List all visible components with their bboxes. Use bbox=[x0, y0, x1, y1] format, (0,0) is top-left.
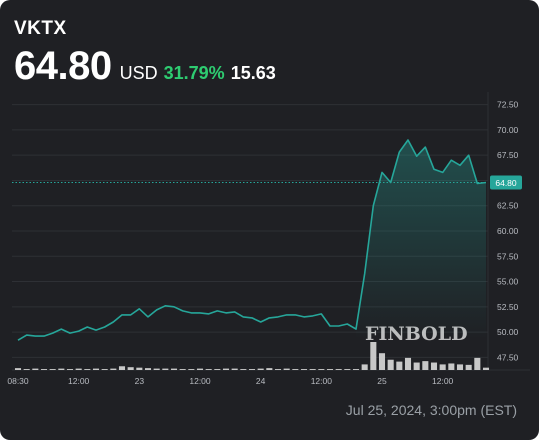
volume-bar bbox=[205, 369, 212, 370]
x-tick-label: 25 bbox=[377, 376, 387, 386]
volume-bar bbox=[326, 369, 334, 370]
volume-bar bbox=[75, 368, 82, 370]
y-tick-label: 55.00 bbox=[497, 277, 519, 287]
volume-bar bbox=[335, 369, 342, 370]
volume-bar bbox=[32, 368, 39, 370]
volume-bar bbox=[240, 369, 247, 370]
y-tick-label: 72.50 bbox=[497, 100, 519, 110]
last-price-tag bbox=[490, 175, 522, 190]
last-price-tag-label: 64.80 bbox=[495, 178, 517, 188]
volume-bar bbox=[170, 368, 178, 370]
y-tick-label: 67.50 bbox=[497, 150, 519, 160]
volume-bar bbox=[387, 359, 394, 370]
volume-bar bbox=[118, 366, 126, 370]
y-tick-label: 60.00 bbox=[497, 226, 519, 236]
volume-bar bbox=[448, 363, 455, 370]
last-price: 64.80 bbox=[14, 44, 112, 88]
volume-bar bbox=[84, 369, 91, 370]
price-line bbox=[17, 139, 487, 341]
x-tick-label: 12:00 bbox=[432, 376, 454, 386]
volume-bar bbox=[66, 369, 74, 370]
volume-bar bbox=[40, 369, 48, 370]
volume-bar bbox=[283, 368, 290, 370]
volume-bar bbox=[222, 368, 230, 370]
volume-bar bbox=[23, 369, 30, 370]
volume-bar bbox=[92, 368, 100, 370]
volume-bar bbox=[318, 369, 325, 370]
volume-bar bbox=[474, 357, 481, 370]
volume-bar bbox=[101, 369, 108, 370]
y-tick-label: 62.50 bbox=[497, 201, 519, 211]
volume-bar bbox=[352, 369, 360, 370]
change-percent: 31.79% bbox=[163, 63, 225, 83]
y-tick-label: 50.00 bbox=[497, 327, 519, 337]
volume-bar bbox=[292, 369, 299, 370]
volume-bar bbox=[248, 369, 256, 370]
volume-bar bbox=[300, 369, 308, 370]
y-tick-label: 52.50 bbox=[497, 302, 519, 312]
y-tick-label: 57.50 bbox=[497, 251, 519, 261]
volume-bar bbox=[344, 369, 351, 370]
volume-bar bbox=[188, 369, 195, 370]
volume-bar bbox=[404, 357, 412, 370]
volume-bar bbox=[49, 369, 56, 370]
chart-timestamp: Jul 25, 2024, 3:00pm (EST) bbox=[345, 402, 517, 418]
volume-bar bbox=[179, 369, 186, 370]
volume-bar bbox=[153, 368, 160, 370]
price-row: 64.80 USD 31.79% 15.63 bbox=[14, 44, 276, 89]
volume-bar bbox=[58, 368, 65, 370]
volume-bar bbox=[370, 342, 377, 370]
volume-bar bbox=[430, 362, 438, 370]
volume-bar bbox=[110, 368, 117, 370]
volume-bar bbox=[456, 364, 464, 370]
volume-bar bbox=[378, 353, 386, 370]
x-tick-label: 12:00 bbox=[311, 376, 333, 386]
change-absolute: 15.63 bbox=[230, 63, 276, 83]
volume-bar bbox=[196, 368, 204, 370]
x-tick-label: 08:30 bbox=[7, 376, 29, 386]
y-tick-label: 47.50 bbox=[497, 352, 519, 362]
volume-bar bbox=[361, 364, 368, 370]
volume-bar bbox=[309, 369, 316, 370]
volume-bar bbox=[127, 367, 134, 370]
volume-bar bbox=[422, 361, 429, 370]
volume-bar bbox=[465, 364, 472, 370]
ticker-symbol: VKTX bbox=[14, 18, 67, 39]
y-tick-label: 70.00 bbox=[497, 125, 519, 135]
volume-bar bbox=[162, 368, 169, 370]
volume-bar bbox=[231, 368, 238, 370]
x-tick-label: 23 bbox=[135, 376, 145, 386]
volume-bar bbox=[396, 361, 403, 370]
x-tick-label: 12:00 bbox=[189, 376, 211, 386]
x-tick-label: 12:00 bbox=[68, 376, 90, 386]
currency: USD bbox=[119, 63, 158, 83]
volume-bar bbox=[482, 367, 490, 370]
volume-bar bbox=[14, 368, 22, 370]
volume-bar bbox=[136, 367, 143, 370]
price-area bbox=[356, 140, 486, 340]
volume-bar bbox=[144, 368, 152, 370]
x-tick-label: 24 bbox=[256, 376, 266, 386]
volume-bar bbox=[439, 364, 446, 370]
volume-bar bbox=[274, 369, 282, 370]
volume-bar bbox=[257, 368, 264, 370]
volume-bar bbox=[413, 362, 420, 370]
volume-bar bbox=[214, 369, 221, 370]
volume-bar bbox=[266, 368, 273, 370]
